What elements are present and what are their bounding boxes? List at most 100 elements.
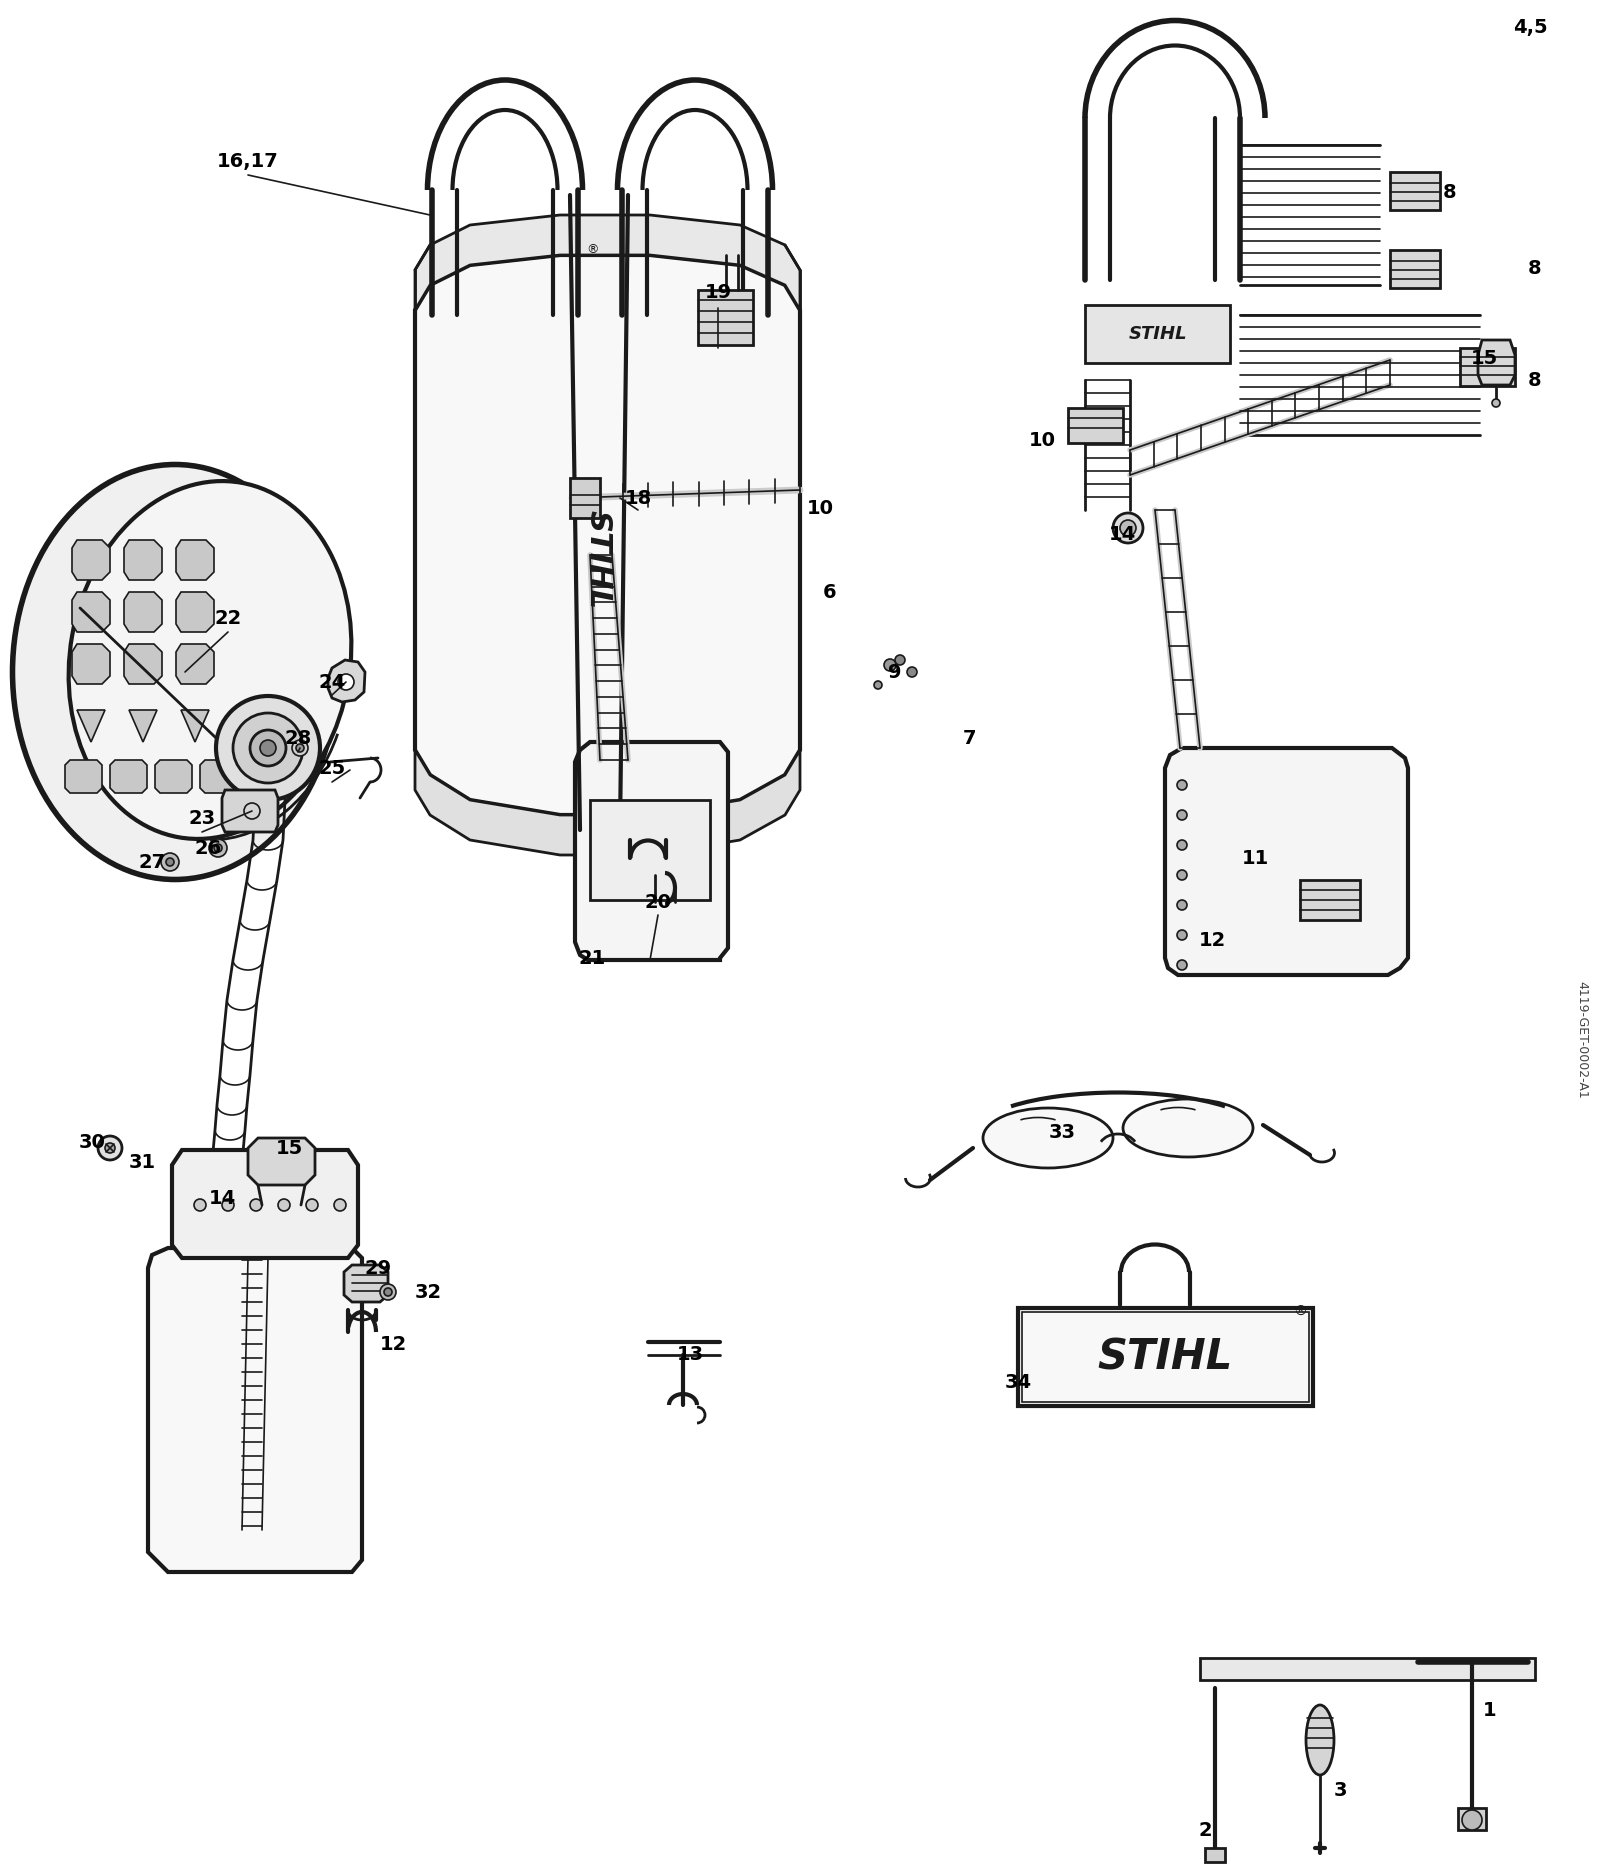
Bar <box>1085 305 1230 363</box>
Polygon shape <box>66 760 102 794</box>
Text: 6: 6 <box>822 582 837 601</box>
Bar <box>570 477 600 519</box>
Circle shape <box>1178 811 1187 820</box>
Circle shape <box>106 1144 115 1153</box>
Circle shape <box>216 696 320 799</box>
Circle shape <box>334 1198 346 1211</box>
Text: 2: 2 <box>1198 1820 1211 1840</box>
Circle shape <box>222 1198 234 1211</box>
Text: 30: 30 <box>78 1133 106 1151</box>
Circle shape <box>98 1136 122 1161</box>
Bar <box>1390 251 1440 288</box>
Circle shape <box>1178 781 1187 790</box>
Polygon shape <box>77 709 106 741</box>
Text: 10: 10 <box>806 498 834 517</box>
Ellipse shape <box>982 1108 1114 1168</box>
Text: 8: 8 <box>1443 182 1458 202</box>
Text: 12: 12 <box>1198 930 1226 949</box>
Text: 18: 18 <box>624 489 651 507</box>
Circle shape <box>907 666 917 678</box>
Bar <box>1390 172 1440 210</box>
Text: 4119-GET-0002-A1: 4119-GET-0002-A1 <box>1576 981 1589 1099</box>
Polygon shape <box>1478 341 1515 386</box>
Text: 7: 7 <box>963 728 976 747</box>
Circle shape <box>194 1198 206 1211</box>
Circle shape <box>1178 930 1187 940</box>
Polygon shape <box>72 539 110 580</box>
Text: 24: 24 <box>318 672 346 691</box>
Polygon shape <box>414 255 800 814</box>
Polygon shape <box>173 1149 358 1258</box>
Polygon shape <box>125 539 162 580</box>
Polygon shape <box>130 709 157 741</box>
Circle shape <box>1462 1810 1482 1831</box>
Polygon shape <box>176 644 214 683</box>
Polygon shape <box>574 741 728 960</box>
Text: 25: 25 <box>318 758 346 777</box>
Text: 33: 33 <box>1048 1123 1075 1142</box>
Text: 22: 22 <box>214 608 242 627</box>
Polygon shape <box>181 709 210 741</box>
Text: 29: 29 <box>365 1258 392 1277</box>
Circle shape <box>162 854 179 870</box>
Polygon shape <box>72 644 110 683</box>
Text: STIHL: STIHL <box>1128 326 1187 343</box>
Polygon shape <box>125 644 162 683</box>
Circle shape <box>883 659 896 670</box>
Bar <box>698 290 754 344</box>
Text: 19: 19 <box>704 283 731 301</box>
Circle shape <box>214 844 222 852</box>
Ellipse shape <box>1306 1705 1334 1775</box>
Polygon shape <box>147 1249 362 1572</box>
Text: ®: ® <box>586 243 598 256</box>
Circle shape <box>291 739 307 756</box>
Polygon shape <box>414 751 800 856</box>
Text: 15: 15 <box>275 1138 302 1157</box>
Ellipse shape <box>69 481 352 839</box>
Circle shape <box>234 713 302 782</box>
Bar <box>590 799 710 900</box>
Circle shape <box>1178 870 1187 880</box>
Polygon shape <box>72 592 110 633</box>
Polygon shape <box>200 760 237 794</box>
Text: 13: 13 <box>677 1346 704 1365</box>
Text: 27: 27 <box>139 852 165 872</box>
Circle shape <box>250 1198 262 1211</box>
Text: 14: 14 <box>208 1189 235 1207</box>
Text: 26: 26 <box>194 839 222 857</box>
Ellipse shape <box>13 464 338 880</box>
Text: 9: 9 <box>888 663 902 681</box>
Circle shape <box>296 743 304 753</box>
Circle shape <box>278 1198 290 1211</box>
Text: 8: 8 <box>1528 371 1542 389</box>
Circle shape <box>166 857 174 867</box>
Text: 16,17: 16,17 <box>218 152 278 172</box>
Circle shape <box>1178 841 1187 850</box>
Bar <box>1205 1848 1226 1863</box>
Bar <box>1458 1808 1486 1831</box>
Text: 34: 34 <box>1005 1372 1032 1391</box>
Text: 31: 31 <box>128 1153 155 1172</box>
Text: 10: 10 <box>1029 431 1056 449</box>
Text: STIHL: STIHL <box>1098 1337 1232 1378</box>
Bar <box>1299 880 1360 919</box>
Polygon shape <box>328 661 365 702</box>
Circle shape <box>1178 960 1187 970</box>
Text: 1: 1 <box>1483 1700 1498 1720</box>
Bar <box>1200 1659 1534 1679</box>
Bar <box>1018 1309 1314 1406</box>
Circle shape <box>259 739 277 756</box>
Circle shape <box>210 839 227 857</box>
Polygon shape <box>414 215 800 311</box>
Polygon shape <box>1165 749 1408 975</box>
Text: 23: 23 <box>189 809 216 827</box>
Polygon shape <box>248 1138 315 1185</box>
Circle shape <box>381 1284 397 1299</box>
Circle shape <box>874 681 882 689</box>
Text: 28: 28 <box>285 728 312 747</box>
Polygon shape <box>125 592 162 633</box>
Circle shape <box>338 674 354 691</box>
Text: 4,5: 4,5 <box>1512 19 1547 37</box>
Circle shape <box>1178 900 1187 910</box>
Circle shape <box>1491 399 1501 406</box>
